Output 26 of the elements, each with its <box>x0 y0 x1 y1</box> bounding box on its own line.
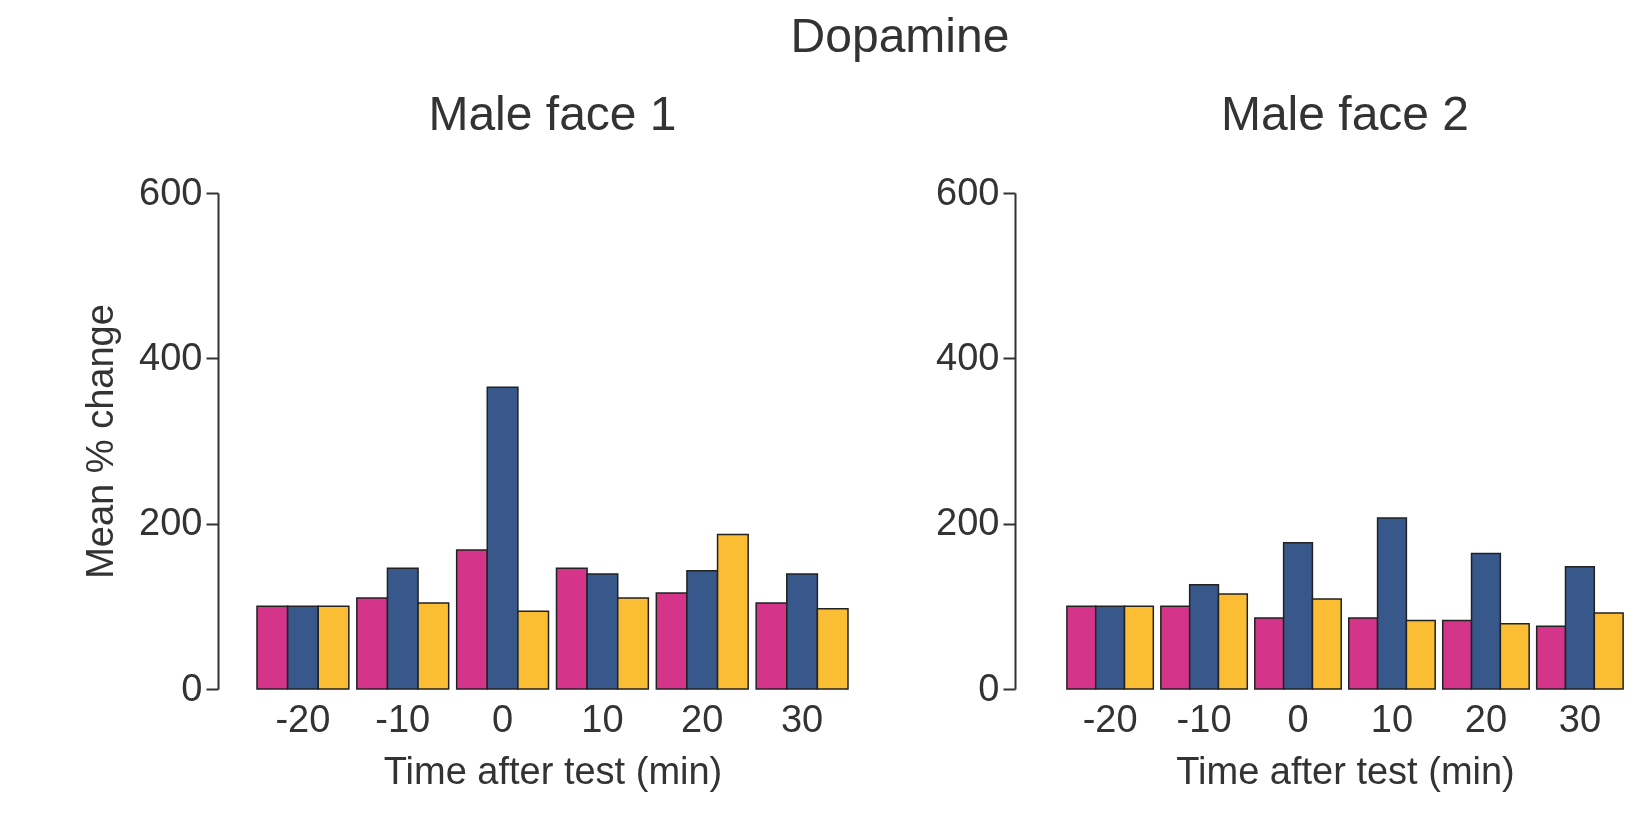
y-tick-label: 0 <box>181 666 203 709</box>
chart-title: Male face 2 <box>1219 86 1471 141</box>
text: Dopamine <box>789 8 1011 63</box>
x-tick-label: 20 <box>681 697 724 740</box>
chart-title: Male face 1 <box>427 86 678 141</box>
x-tick-label: -10 <box>1176 697 1232 740</box>
x-tick-label: -20 <box>1082 697 1138 740</box>
y-tick-label: 200 <box>936 501 1000 544</box>
x-tick-label: 0 <box>1287 697 1309 740</box>
y-tick-label: 200 <box>139 501 203 544</box>
x-tick-label: 30 <box>780 697 824 740</box>
y-tick-label: 400 <box>936 335 1000 378</box>
x-tick-label: 10 <box>1370 697 1414 740</box>
y-tick-label: 0 <box>978 666 1000 709</box>
y-tick-label: 400 <box>139 335 203 378</box>
x-axis-title: Time after test (min) <box>1176 749 1515 792</box>
x-axis-title: Time after test (min) <box>383 749 723 792</box>
y-tick-label: 600 <box>139 170 203 213</box>
x-tick-label: 10 <box>581 697 624 740</box>
y-axis-title: Mean % change <box>79 304 122 579</box>
x-tick-label: 0 <box>492 697 514 740</box>
y-tick-label: 600 <box>936 170 1000 213</box>
x-tick-label: -20 <box>275 697 331 740</box>
x-tick-label: 20 <box>1464 697 1508 740</box>
x-tick-label: 30 <box>1558 697 1602 740</box>
x-tick-label: -10 <box>375 697 431 740</box>
